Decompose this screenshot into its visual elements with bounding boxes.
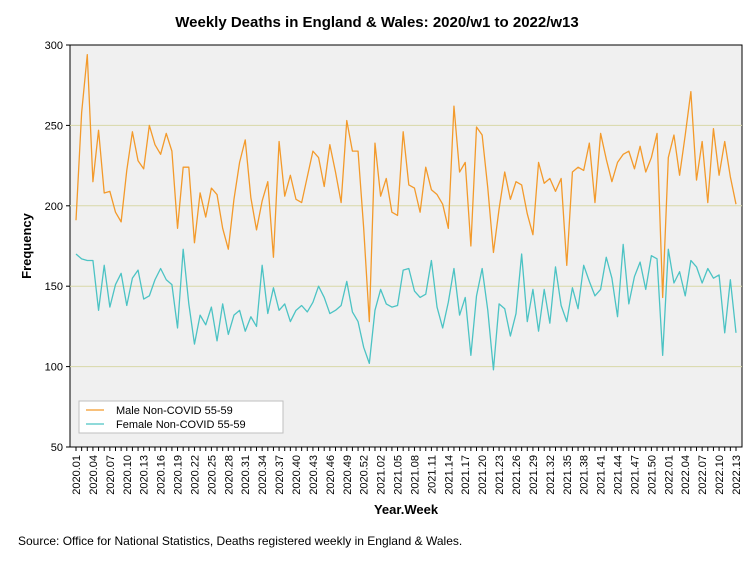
x-tick-label: 2020.07 <box>105 455 117 495</box>
x-tick-label: 2020.28 <box>223 455 235 495</box>
y-axis-title: Frequency <box>19 212 34 279</box>
x-tick-label: 2021.17 <box>460 455 472 495</box>
y-tick-label: 300 <box>45 40 63 52</box>
x-axis-title: Year.Week <box>374 502 439 517</box>
series-line-female <box>75 243 737 371</box>
x-tick-label: 2020.25 <box>206 455 218 495</box>
x-tick-label: 2020.01 <box>71 455 83 495</box>
x-tick-label: 2020.49 <box>342 455 354 495</box>
x-tick-label: 2021.02 <box>376 455 388 495</box>
x-tick-label: 2020.04 <box>88 455 100 495</box>
x-tick-label: 2021.23 <box>494 455 506 495</box>
y-tick-label: 50 <box>51 442 63 454</box>
series-lines <box>75 54 737 371</box>
x-tick-label: 2022.10 <box>714 455 726 495</box>
x-tick-label: 2021.26 <box>511 455 523 495</box>
chart-title: Weekly Deaths in England & Wales: 2020/w… <box>175 14 579 31</box>
x-tick-label: 2022.13 <box>731 455 743 495</box>
x-tick-label: 2020.19 <box>173 455 185 495</box>
x-tick-label: 2020.10 <box>122 455 134 495</box>
x-tick-label: 2022.07 <box>697 455 709 495</box>
x-tick-label: 2021.11 <box>426 455 438 494</box>
x-tick-label: 2021.44 <box>613 455 625 495</box>
legend: Male Non-COVID 55-59 Female Non-COVID 55… <box>78 400 284 434</box>
x-axis: 2020.01 2020.04 2020.07 2020.10 2020.13 2020.… <box>71 447 743 495</box>
y-tick-label: 100 <box>45 362 63 374</box>
x-tick-label: 2021.32 <box>545 455 557 495</box>
y-axis: 50 100 150 200 250 300 <box>45 40 70 454</box>
x-tick-label: 2020.13 <box>139 455 151 495</box>
plot-area <box>69 44 743 448</box>
x-tick-label: 2021.29 <box>528 455 540 495</box>
legend-label-female: Female Non-COVID 55-59 <box>116 419 246 431</box>
x-tick-label: 2021.50 <box>646 455 658 495</box>
x-tick-label: 2021.38 <box>579 455 591 495</box>
y-tick-label: 150 <box>45 281 63 293</box>
y-tick-label: 250 <box>45 120 63 132</box>
x-tick-label: 2020.37 <box>274 455 286 495</box>
x-tick-label: 2022.04 <box>680 455 692 495</box>
legend-box <box>78 400 284 434</box>
x-tick-label: 2020.52 <box>359 455 371 495</box>
legend-label-male: Male Non-COVID 55-59 <box>116 405 233 417</box>
x-tick-label: 2020.34 <box>257 455 269 495</box>
x-tick-label: 2020.43 <box>308 455 320 495</box>
x-tick-label: 2020.22 <box>189 455 201 495</box>
x-tick-label: 2020.46 <box>325 455 337 495</box>
x-tick-label: 2022.01 <box>663 455 675 495</box>
source-note: Source: Office for National Statistics, … <box>18 534 463 548</box>
grid-lines <box>70 124 742 368</box>
x-tick-label: 2021.20 <box>477 455 489 495</box>
x-tick-label: 2020.16 <box>156 455 168 495</box>
x-tick-label: 2021.08 <box>409 455 421 495</box>
series-line-male <box>75 54 737 323</box>
x-tick-label: 2020.40 <box>291 455 303 495</box>
x-tick-label: 2021.35 <box>562 455 574 495</box>
x-tick-label: 2021.47 <box>629 455 641 495</box>
x-tick-label: 2021.14 <box>443 455 455 495</box>
x-tick-label: 2021.05 <box>393 455 405 495</box>
x-tick-label: 2021.41 <box>596 455 608 495</box>
y-tick-label: 200 <box>45 201 63 213</box>
x-tick-label: 2020.31 <box>240 455 252 495</box>
